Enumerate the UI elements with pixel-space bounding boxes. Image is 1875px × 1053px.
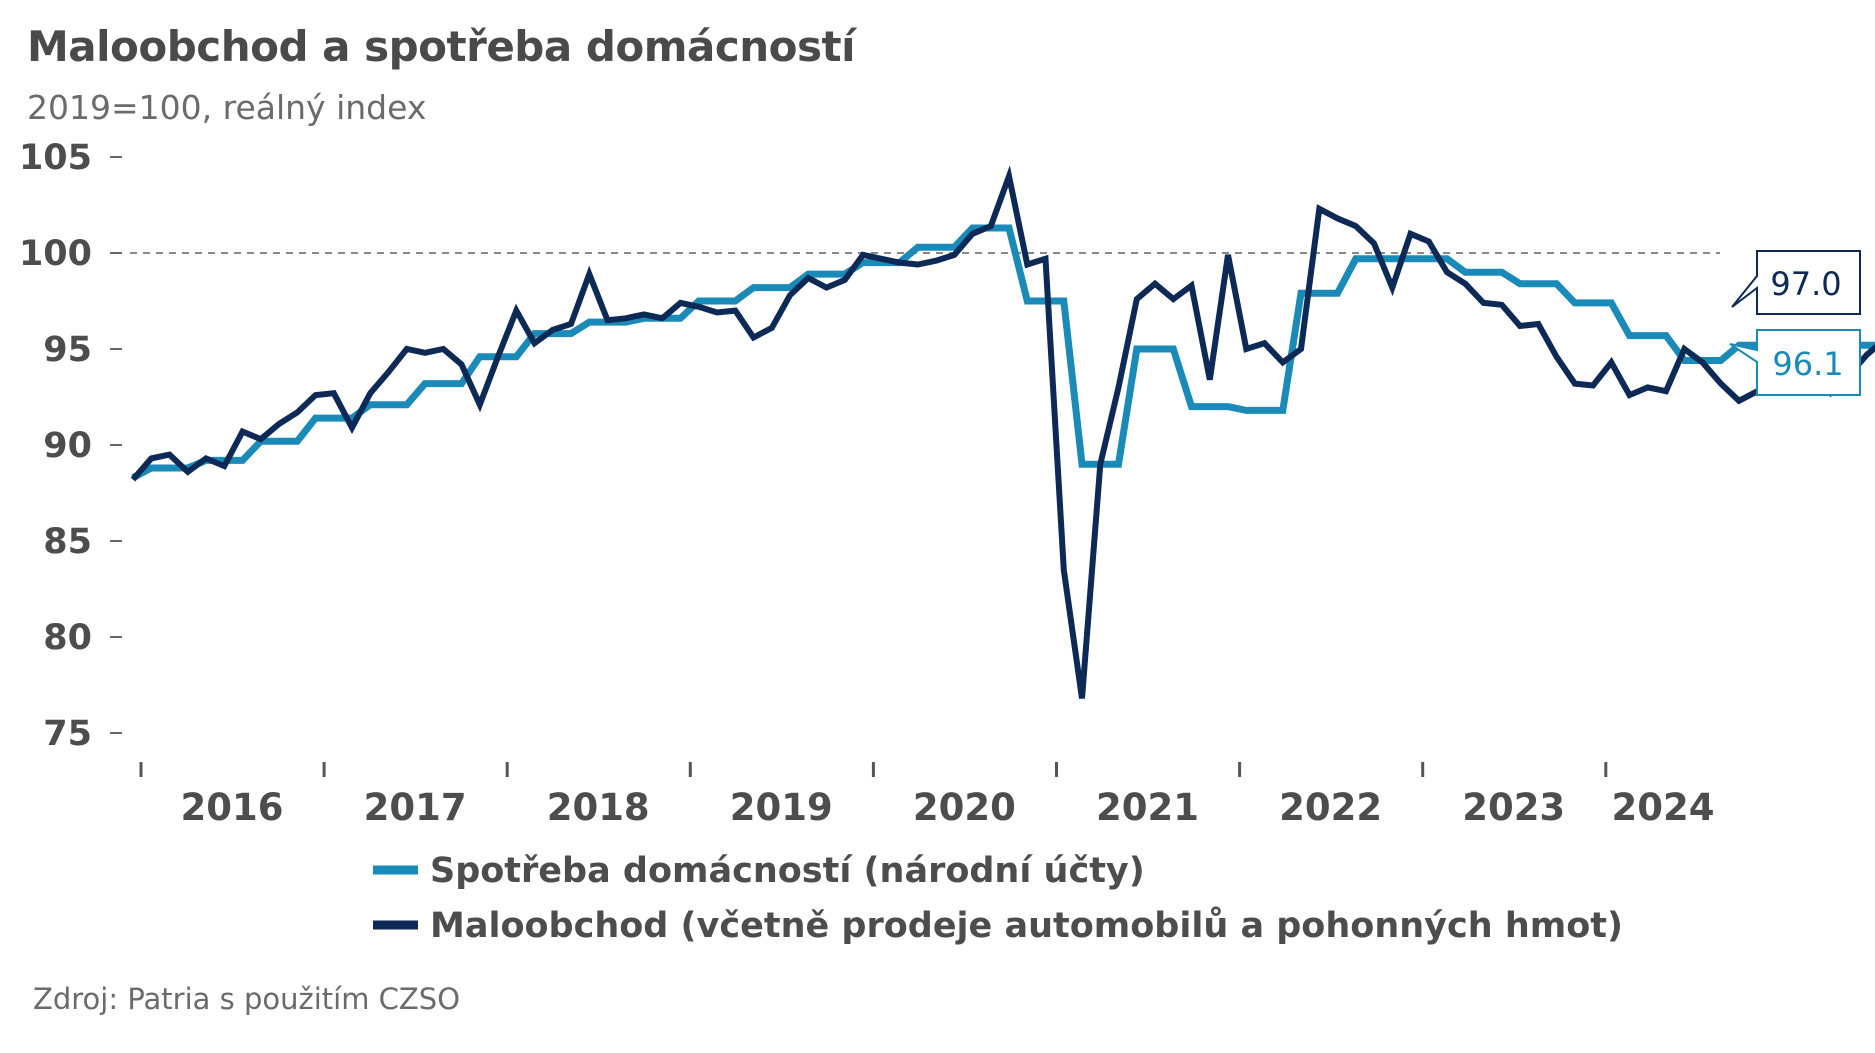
legend: Spotřeba domácností (národní účty) Maloob…	[373, 851, 1623, 946]
x-axis: 2016 2017 2018 2019 2020 2021 2022 2023 2024	[139, 762, 1715, 829]
chart-title: Maloobchod a spotřeba domácností	[27, 22, 855, 71]
y-tick-label: 105	[19, 138, 92, 178]
y-tick-label: 100	[19, 234, 92, 274]
series-lines	[130, 165, 1875, 699]
x-tick-label-2017: 2017	[364, 786, 467, 829]
source-note: Zdroj: Patria s použitím CZSO	[33, 982, 461, 1016]
y-axis: 105 100 95 90 85 80 75	[19, 138, 122, 754]
x-tick-label-2023: 2023	[1462, 786, 1565, 829]
chart-subtitle: 2019=100, reálný index	[27, 88, 427, 127]
x-tick-label-2021: 2021	[1096, 786, 1199, 829]
end-label-maloobchod: 97.0	[1770, 265, 1841, 303]
callout-box-maloobchod	[1731, 250, 1861, 315]
y-tick-label: 80	[43, 618, 92, 658]
x-tick-label-2024: 2024	[1612, 786, 1715, 829]
end-labels: 97.0 96.1	[1729, 250, 1861, 396]
x-tick-label-2019: 2019	[730, 786, 833, 829]
legend-label-maloobchod: Maloobchod (včetně prodeje automobilů a …	[430, 905, 1623, 946]
y-tick-label: 75	[43, 714, 92, 754]
y-tick-label: 85	[43, 522, 92, 562]
x-tick-label-2018: 2018	[547, 786, 650, 829]
end-label-spotreba: 96.1	[1772, 345, 1843, 383]
y-tick-label: 90	[43, 426, 92, 466]
series-line-maloobchod	[130, 165, 1875, 699]
x-tick-label-2020: 2020	[913, 786, 1016, 829]
x-tick-label-2022: 2022	[1279, 786, 1382, 829]
callout-box-spotreba	[1729, 329, 1861, 396]
y-tick-label: 95	[43, 330, 92, 370]
legend-label-spotreba: Spotřeba domácností (národní účty)	[430, 851, 1145, 891]
series-line-spotreba	[131, 224, 1875, 481]
x-tick-label-2016: 2016	[181, 786, 284, 829]
